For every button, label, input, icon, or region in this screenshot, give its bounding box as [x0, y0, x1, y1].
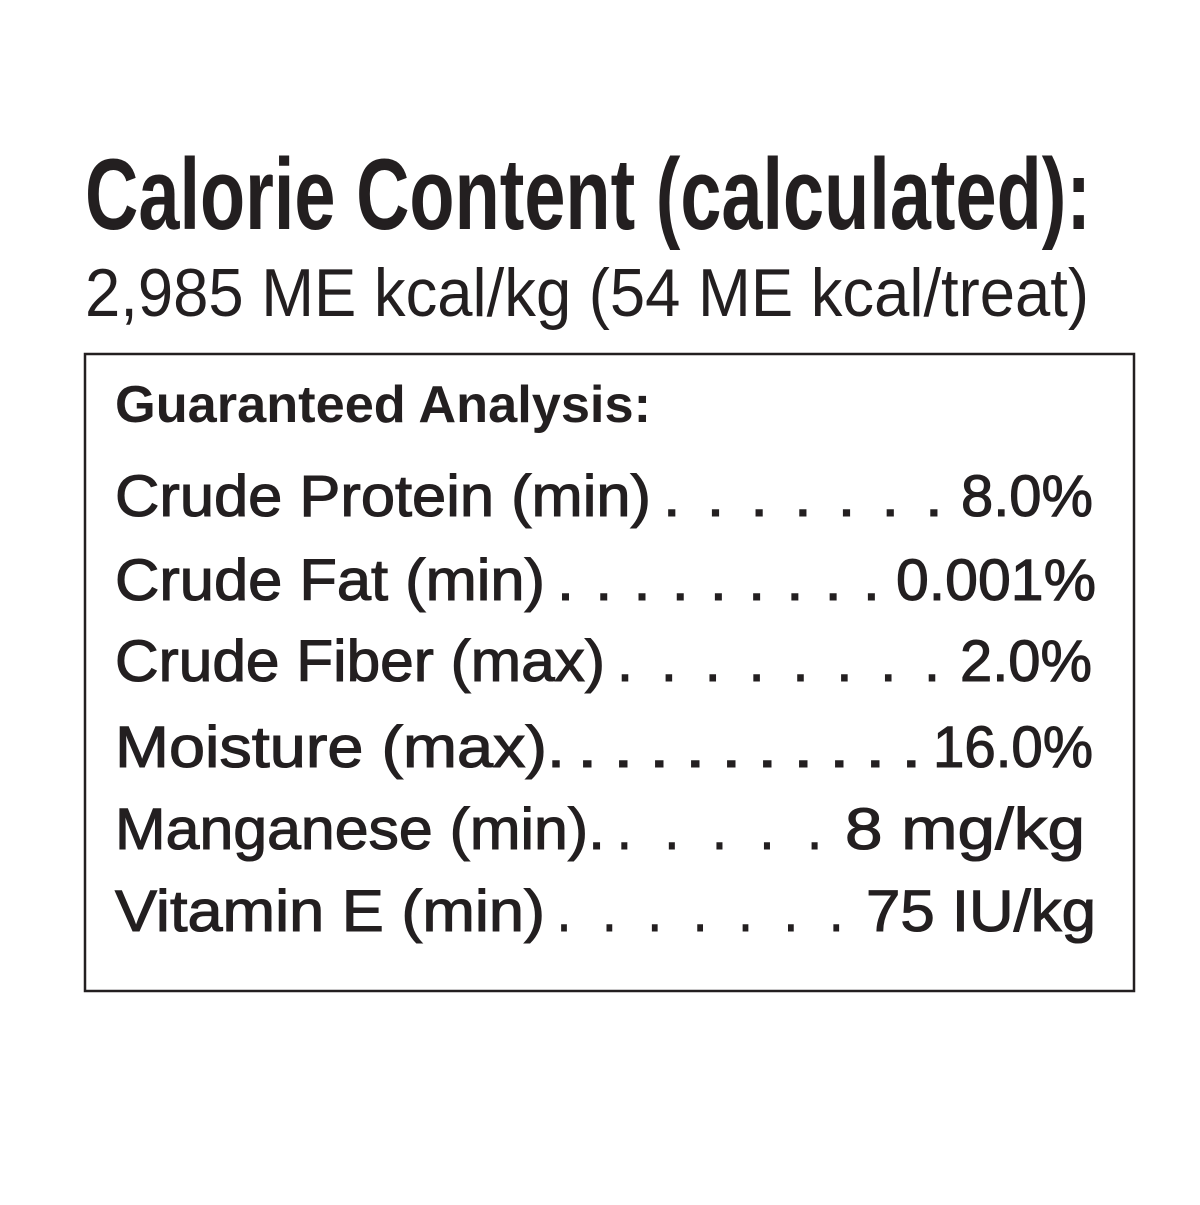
- svg-text:. . . . . . . . . .: . . . . . . . . . .: [577, 715, 919, 780]
- svg-text:16.0%: 16.0%: [933, 715, 1093, 780]
- svg-text:. . . . . . .: . . . . . . .: [557, 879, 852, 944]
- svg-text:Crude Fiber (max): Crude Fiber (max): [115, 629, 605, 694]
- svg-text:. . . . . . . . .: . . . . . . . . .: [557, 548, 882, 613]
- svg-text:Crude Fat (min): Crude Fat (min): [115, 548, 545, 613]
- svg-text:2,985 ME kcal/kg (54 ME kcal/t: 2,985 ME kcal/kg (54 ME kcal/treat): [85, 255, 1089, 331]
- svg-text:75 IU/kg: 75 IU/kg: [866, 879, 1096, 944]
- svg-text:. . . . . . . .: . . . . . . . .: [617, 629, 946, 694]
- svg-text:. . . . . . .: . . . . . . .: [663, 464, 947, 529]
- svg-text:Guaranteed Analysis:: Guaranteed Analysis:: [115, 376, 651, 434]
- svg-text:Crude Protein (min): Crude Protein (min): [115, 464, 651, 529]
- svg-text:0.001%: 0.001%: [896, 548, 1096, 613]
- svg-text:Calorie Content (calculated):: Calorie Content (calculated):: [85, 139, 1091, 251]
- svg-text:8 mg/kg: 8 mg/kg: [845, 797, 1085, 862]
- svg-text:Moisture (max).: Moisture (max).: [115, 715, 565, 780]
- svg-text:2.0%: 2.0%: [960, 629, 1092, 694]
- svg-text:. . . . .: . . . . .: [617, 797, 831, 862]
- svg-text:Vitamin E (min): Vitamin E (min): [115, 879, 545, 944]
- svg-text:Manganese (min).: Manganese (min).: [115, 797, 605, 862]
- svg-text:8.0%: 8.0%: [961, 464, 1093, 529]
